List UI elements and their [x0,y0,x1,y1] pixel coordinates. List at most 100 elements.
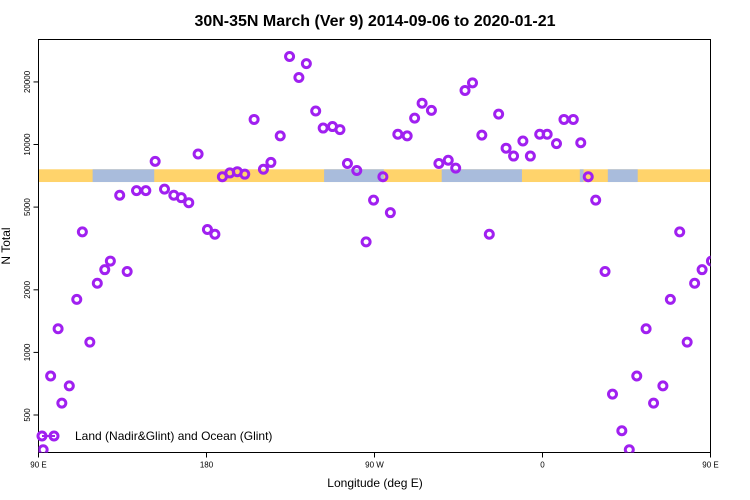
data-point [317,122,329,134]
data-point [459,84,471,96]
y-tick-label: 2000 [23,280,32,298]
data-point [274,130,286,142]
y-axis-label: N Total [0,227,13,264]
data-point [140,185,152,197]
x-tick-label: 90 E [702,461,718,470]
data-point [334,124,346,136]
data-point [551,138,562,150]
y-axis: 500 1000 2000 5000 10000 20000 [23,70,39,422]
y-tick-label: 10000 [23,133,32,156]
data-point [360,236,372,248]
data-point [616,425,628,437]
data-point [705,255,711,267]
data-point [648,397,660,409]
legend-label: Land (Nadir&Glint) and Ocean (Glint) [75,429,272,443]
data-point [631,370,643,382]
data-point [696,264,708,276]
data-point [541,128,553,140]
data-point [442,154,454,166]
data-point [582,171,594,183]
data-point [293,72,305,84]
legend-marker [36,430,48,442]
legend: Land (Nadir&Glint) and Ocean (Glint) [36,429,272,443]
x-tick-label: 0 [540,461,545,470]
y-tick-label: 1000 [23,343,32,361]
data-point [384,207,396,219]
data-point [45,370,57,382]
data-point [590,194,602,206]
chart-title: 30N-35N March (Ver 9) 2014-09-06 to 2020… [194,13,555,30]
data-point [149,155,161,167]
data-point [183,197,195,209]
data-point [558,113,570,125]
data-point [674,226,686,238]
data-point [248,113,260,125]
data-point [425,104,437,116]
data-point [567,113,579,125]
data-point [524,150,536,162]
data-point [483,228,495,240]
data-point [209,228,221,240]
x-axis-label: Longitude (deg E) [327,476,422,490]
data-point [741,187,749,195]
ocean-band [607,169,638,183]
y-tick-label: 20000 [23,70,32,93]
data-point [433,158,445,170]
data-point [300,58,312,70]
data-point [99,264,111,276]
data-point [131,185,142,197]
data-point [121,266,133,278]
data-point [38,444,49,453]
data-point [409,112,421,124]
data-point [450,162,462,174]
data-point [657,380,669,392]
data-point [508,150,520,162]
data-point [416,97,428,109]
data-point [664,293,676,305]
data-point [257,163,269,175]
data-point [724,268,732,276]
x-tick-label: 90 E [30,461,46,470]
data-point [91,277,103,289]
data-point [717,191,725,199]
ocean-band [579,169,584,183]
data-point [392,128,404,140]
ocean-band [324,169,384,183]
data-point [500,142,512,154]
data-point [689,277,701,289]
data-point [71,293,83,305]
data-point [681,336,693,348]
data-point [192,148,204,160]
data-point [467,77,478,89]
data-point [401,130,413,142]
land-ocean-strip [38,169,711,183]
x-tick-label: 180 [200,461,214,470]
x-axis: 90 E 180 90 W 0 90 E [30,452,719,470]
ocean-band [441,169,522,183]
data-point [476,129,488,141]
data-point [201,224,213,236]
data-point [575,137,587,149]
data-point [104,255,116,267]
data-point [607,388,618,400]
data-point [623,444,635,453]
data-points [38,51,749,453]
data-point [493,108,505,120]
ocean-band [92,169,155,183]
y-tick-label: 5000 [23,198,32,216]
data-point [599,266,611,278]
x-tick-label: 90 W [365,461,384,470]
data-point [52,323,64,335]
data-point [732,187,740,195]
data-point [640,323,652,335]
data-point [56,397,68,409]
data-point [63,380,75,392]
data-point [368,194,380,206]
data-point [159,183,170,195]
legend-marker [48,430,60,442]
data-point [341,158,353,170]
data-point [517,135,529,147]
data-point [351,164,363,176]
data-point [114,189,126,201]
